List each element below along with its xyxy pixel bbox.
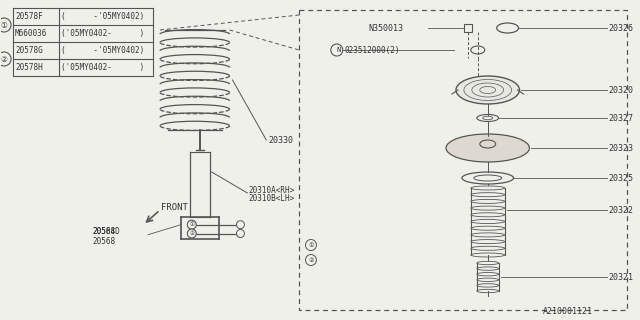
- Text: ②: ②: [1, 54, 8, 63]
- Ellipse shape: [471, 199, 504, 204]
- Ellipse shape: [471, 46, 484, 54]
- Text: ①: ①: [1, 20, 8, 29]
- Text: (      -'05MY0402): ( -'05MY0402): [61, 46, 144, 55]
- Text: 20578F: 20578F: [15, 12, 43, 21]
- Text: M660036: M660036: [15, 29, 47, 38]
- Ellipse shape: [477, 273, 499, 276]
- Ellipse shape: [477, 267, 499, 270]
- Text: (      -'05MY0402): ( -'05MY0402): [61, 12, 144, 21]
- Text: A210001121: A210001121: [542, 307, 593, 316]
- Ellipse shape: [471, 206, 504, 210]
- Text: 023512000(2): 023512000(2): [345, 45, 400, 54]
- Text: 20323: 20323: [609, 143, 634, 153]
- Ellipse shape: [497, 23, 518, 33]
- Ellipse shape: [477, 261, 499, 265]
- Ellipse shape: [462, 172, 513, 184]
- Text: 20568: 20568: [92, 237, 116, 246]
- Text: 20578G: 20578G: [15, 46, 43, 55]
- Text: 20327: 20327: [609, 114, 634, 123]
- Ellipse shape: [471, 213, 504, 217]
- Text: ②: ②: [308, 258, 314, 262]
- Circle shape: [305, 254, 316, 266]
- Text: 20322: 20322: [609, 205, 634, 214]
- Text: ②: ②: [189, 231, 194, 236]
- Ellipse shape: [471, 233, 504, 237]
- Text: FRONT: FRONT: [161, 203, 188, 212]
- Ellipse shape: [477, 289, 499, 293]
- Circle shape: [331, 44, 343, 56]
- Circle shape: [0, 52, 11, 66]
- Circle shape: [305, 239, 316, 251]
- Text: 20568: 20568: [92, 227, 116, 236]
- Text: 20326: 20326: [609, 23, 634, 33]
- Text: ①: ①: [308, 243, 314, 247]
- Ellipse shape: [471, 186, 504, 190]
- Circle shape: [188, 229, 196, 238]
- Ellipse shape: [474, 175, 502, 181]
- Text: 20310A<RH>: 20310A<RH>: [248, 186, 294, 195]
- Circle shape: [236, 229, 244, 237]
- Text: 20584D: 20584D: [92, 227, 120, 236]
- Circle shape: [236, 221, 244, 229]
- Ellipse shape: [480, 140, 495, 148]
- Text: N350013: N350013: [369, 23, 404, 33]
- Text: ('05MY0402-      ): ('05MY0402- ): [61, 63, 144, 72]
- Ellipse shape: [471, 220, 504, 223]
- Bar: [299, 10, 627, 310]
- Ellipse shape: [477, 278, 499, 282]
- Text: 20330: 20330: [268, 135, 293, 145]
- Text: 20578H: 20578H: [15, 63, 43, 72]
- Ellipse shape: [471, 240, 504, 244]
- Ellipse shape: [477, 115, 499, 122]
- Ellipse shape: [446, 134, 529, 162]
- Text: 20325: 20325: [609, 173, 634, 182]
- Ellipse shape: [471, 193, 504, 197]
- Circle shape: [188, 220, 196, 229]
- Ellipse shape: [456, 76, 520, 104]
- Ellipse shape: [471, 246, 504, 250]
- Text: ①: ①: [189, 222, 194, 227]
- Text: N: N: [337, 47, 341, 53]
- Ellipse shape: [477, 284, 499, 287]
- Text: 20321: 20321: [609, 273, 634, 282]
- Bar: [464, 24, 472, 32]
- Ellipse shape: [483, 116, 493, 120]
- Text: 20310B<LH>: 20310B<LH>: [248, 194, 294, 203]
- Text: ('05MY0402-      ): ('05MY0402- ): [61, 29, 144, 38]
- Text: 20320: 20320: [609, 85, 634, 94]
- Circle shape: [0, 18, 11, 32]
- Ellipse shape: [471, 226, 504, 230]
- Ellipse shape: [471, 253, 504, 257]
